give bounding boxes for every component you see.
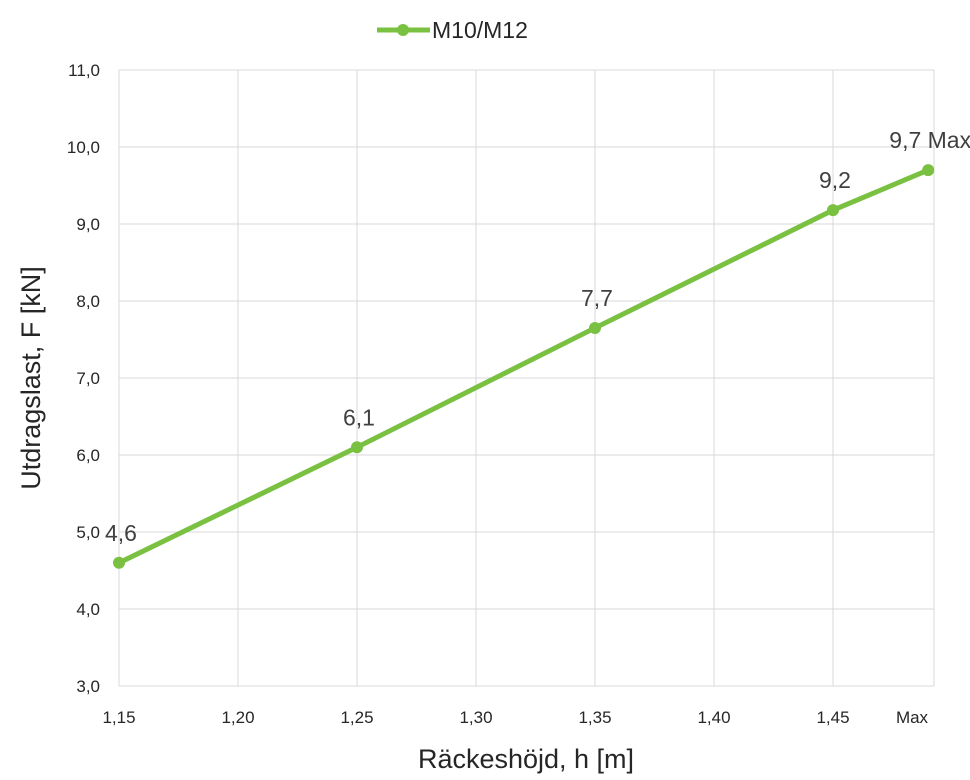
- x-tick-label: 1,35: [578, 708, 611, 727]
- data-point: [827, 204, 839, 217]
- data-point: [589, 321, 601, 334]
- x-tick-label: 1,30: [459, 708, 492, 727]
- y-tick-label: 3,0: [76, 677, 100, 696]
- y-tick-label: 10,0: [67, 138, 100, 157]
- gridlines: [118, 69, 935, 687]
- y-axis-title: Utdragslast, F [kN]: [16, 266, 46, 490]
- y-tick-label: 9,0: [76, 215, 100, 234]
- x-axis-ticks: 1,15 1,20 1,25 1,30 1,35 1,40 1,45 Max: [102, 708, 928, 727]
- data-label: 9,2: [819, 167, 851, 193]
- data-point: [922, 164, 935, 177]
- y-tick-label: 5,0: [76, 523, 100, 542]
- y-axis-ticks: 3,0 4,0 5,0 6,0 7,0 8,0 9,0 10,0 11,0: [67, 61, 100, 696]
- x-tick-label: 1,15: [102, 708, 135, 727]
- series-layer: [113, 164, 935, 569]
- data-label: 7,7: [581, 285, 613, 311]
- y-tick-label: 4,0: [76, 600, 100, 619]
- data-label: 9,7 Max: [889, 127, 970, 153]
- y-tick-label: 8,0: [76, 292, 100, 311]
- data-labels: 4,6 6,1 7,7 9,2 9,7 Max: [105, 127, 970, 546]
- data-point: [351, 441, 363, 454]
- data-label: 4,6: [105, 520, 137, 546]
- x-tick-label: 1,20: [221, 708, 254, 727]
- y-tick-label: 7,0: [76, 369, 100, 388]
- legend: M10/M12: [377, 17, 528, 43]
- data-label: 6,1: [343, 404, 375, 430]
- x-axis-title: Räckeshöjd, h [m]: [418, 744, 634, 774]
- x-tick-label: Max: [896, 708, 929, 727]
- y-tick-label: 11,0: [68, 61, 100, 80]
- data-point: [113, 556, 125, 569]
- legend-label: M10/M12: [432, 17, 528, 43]
- series-line: [116, 167, 931, 566]
- x-tick-label: 1,40: [697, 708, 730, 727]
- legend-marker: [397, 24, 409, 36]
- y-tick-label: 6,0: [76, 446, 100, 465]
- x-tick-label: 1,45: [816, 708, 849, 727]
- x-tick-label: 1,25: [340, 708, 373, 727]
